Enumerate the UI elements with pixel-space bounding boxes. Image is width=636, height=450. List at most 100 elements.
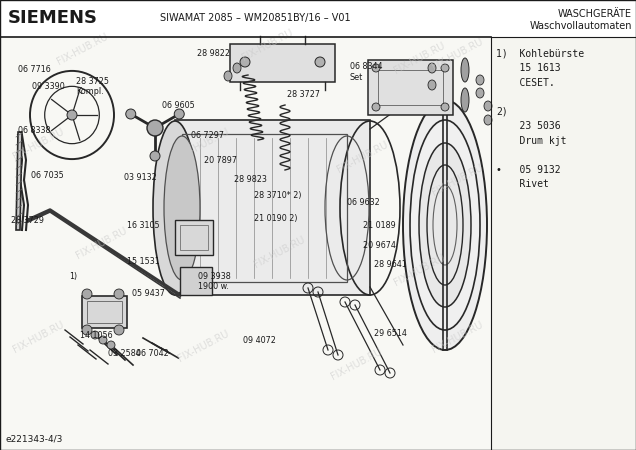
- Text: 06 7035: 06 7035: [31, 171, 63, 180]
- Ellipse shape: [315, 57, 325, 67]
- Ellipse shape: [461, 88, 469, 112]
- Text: 28 9822: 28 9822: [197, 50, 230, 58]
- Text: 15 1613: 15 1613: [496, 63, 560, 73]
- Ellipse shape: [91, 331, 99, 339]
- Ellipse shape: [428, 80, 436, 90]
- Text: 20 9674: 20 9674: [363, 241, 396, 250]
- Text: 03 2584: 03 2584: [108, 349, 141, 358]
- Text: 28 3710* 2): 28 3710* 2): [254, 191, 302, 200]
- Text: 28 3729: 28 3729: [11, 216, 45, 225]
- Text: 29 6514: 29 6514: [374, 328, 407, 338]
- Text: 2): 2): [496, 107, 508, 117]
- Text: FIX-HUB.RU: FIX-HUB.RU: [55, 32, 110, 67]
- Bar: [175, 120, 370, 295]
- Text: 06 7042: 06 7042: [136, 349, 169, 358]
- Bar: [175, 220, 213, 255]
- Text: 06 7716: 06 7716: [18, 65, 50, 74]
- Text: SIEMENS: SIEMENS: [8, 9, 98, 27]
- Ellipse shape: [372, 103, 380, 111]
- Text: FIX-HUB.RU: FIX-HUB.RU: [176, 329, 231, 364]
- Text: 09 3390: 09 3390: [32, 82, 64, 91]
- Text: 05 9437: 05 9437: [132, 289, 165, 298]
- Ellipse shape: [107, 341, 115, 349]
- Text: •   05 9132: • 05 9132: [496, 165, 560, 175]
- Ellipse shape: [410, 120, 480, 330]
- Bar: [368, 60, 453, 115]
- Ellipse shape: [240, 57, 250, 67]
- Ellipse shape: [224, 71, 232, 81]
- Bar: [180, 225, 208, 250]
- Text: 21 0189: 21 0189: [363, 220, 395, 230]
- Ellipse shape: [484, 115, 492, 125]
- Text: 06 9605: 06 9605: [162, 101, 195, 110]
- Text: FIX-HUB.RU: FIX-HUB.RU: [240, 27, 294, 63]
- Bar: [180, 267, 212, 295]
- Ellipse shape: [164, 136, 200, 280]
- Ellipse shape: [150, 151, 160, 161]
- Bar: [87, 301, 122, 323]
- Text: 16 3105: 16 3105: [127, 220, 160, 230]
- Text: 1): 1): [69, 272, 77, 281]
- Text: 20 7897: 20 7897: [204, 156, 237, 165]
- Ellipse shape: [114, 325, 124, 335]
- Text: 06 8338: 06 8338: [18, 126, 50, 135]
- Text: SIWAMAT 2085 – WM20851BY/16 – V01: SIWAMAT 2085 – WM20851BY/16 – V01: [160, 13, 350, 23]
- Ellipse shape: [99, 336, 107, 344]
- Ellipse shape: [153, 121, 197, 295]
- Text: e221343-4/3: e221343-4/3: [6, 435, 64, 444]
- Text: FIX-HUB.RU: FIX-HUB.RU: [11, 320, 66, 355]
- Text: Drum kjt: Drum kjt: [496, 136, 567, 146]
- Text: 23 5036: 23 5036: [496, 122, 560, 131]
- Polygon shape: [16, 132, 22, 230]
- Ellipse shape: [126, 109, 135, 119]
- Ellipse shape: [372, 64, 380, 72]
- Text: Rivet: Rivet: [496, 180, 549, 189]
- Text: 09 3938
1900 w.: 09 3938 1900 w.: [198, 271, 231, 291]
- Text: 06 8344
Set: 06 8344 Set: [350, 62, 382, 82]
- Ellipse shape: [484, 101, 492, 111]
- Text: 28 3727: 28 3727: [287, 90, 321, 99]
- Ellipse shape: [82, 325, 92, 335]
- Text: FIX-HUB.RU: FIX-HUB.RU: [392, 41, 447, 76]
- Text: 28 9823: 28 9823: [234, 176, 267, 184]
- Text: FIX-HUB.RU: FIX-HUB.RU: [176, 126, 231, 162]
- Text: 06 9632: 06 9632: [347, 198, 379, 207]
- Text: FIX-HUB.RU: FIX-HUB.RU: [392, 252, 447, 288]
- Ellipse shape: [147, 120, 163, 136]
- Ellipse shape: [82, 289, 92, 299]
- Ellipse shape: [476, 75, 484, 85]
- Ellipse shape: [419, 143, 471, 307]
- Ellipse shape: [428, 63, 436, 73]
- Bar: [230, 44, 335, 82]
- Text: FIX-HUB.RU: FIX-HUB.RU: [335, 140, 390, 175]
- Text: 06 7297: 06 7297: [191, 130, 224, 140]
- Text: 28 3725
Kompl.: 28 3725 Kompl.: [76, 76, 109, 96]
- Text: 03 9132: 03 9132: [124, 173, 156, 182]
- Bar: [182, 134, 347, 282]
- Ellipse shape: [114, 289, 124, 299]
- Ellipse shape: [67, 110, 77, 120]
- Ellipse shape: [233, 63, 241, 73]
- Ellipse shape: [441, 103, 449, 111]
- Bar: [378, 70, 443, 105]
- Bar: [82, 296, 127, 328]
- Text: CESET.: CESET.: [496, 78, 555, 88]
- Bar: [0, 0, 636, 37]
- Text: Waschvollautomaten: Waschvollautomaten: [530, 21, 632, 31]
- Text: FIX-HUB.RU: FIX-HUB.RU: [252, 234, 307, 270]
- Text: FIX-HUB.RU: FIX-HUB.RU: [74, 225, 129, 261]
- Ellipse shape: [476, 88, 484, 98]
- Ellipse shape: [441, 64, 449, 72]
- Text: 15 1531: 15 1531: [127, 256, 160, 266]
- Text: FIX-HUB.RU: FIX-HUB.RU: [329, 347, 384, 382]
- Text: FIX-HUB.RU: FIX-HUB.RU: [431, 320, 485, 355]
- Text: 21 0190 2): 21 0190 2): [254, 214, 298, 223]
- Ellipse shape: [461, 58, 469, 82]
- Text: 14 1056: 14 1056: [80, 331, 113, 340]
- Ellipse shape: [403, 100, 487, 350]
- Text: FIX-HUB.RU: FIX-HUB.RU: [431, 162, 485, 198]
- Text: 1)  Kohlebürste: 1) Kohlebürste: [496, 49, 584, 59]
- Text: 28 9641: 28 9641: [374, 260, 406, 269]
- Bar: [0, 37, 491, 450]
- Text: 09 4072: 09 4072: [243, 336, 276, 345]
